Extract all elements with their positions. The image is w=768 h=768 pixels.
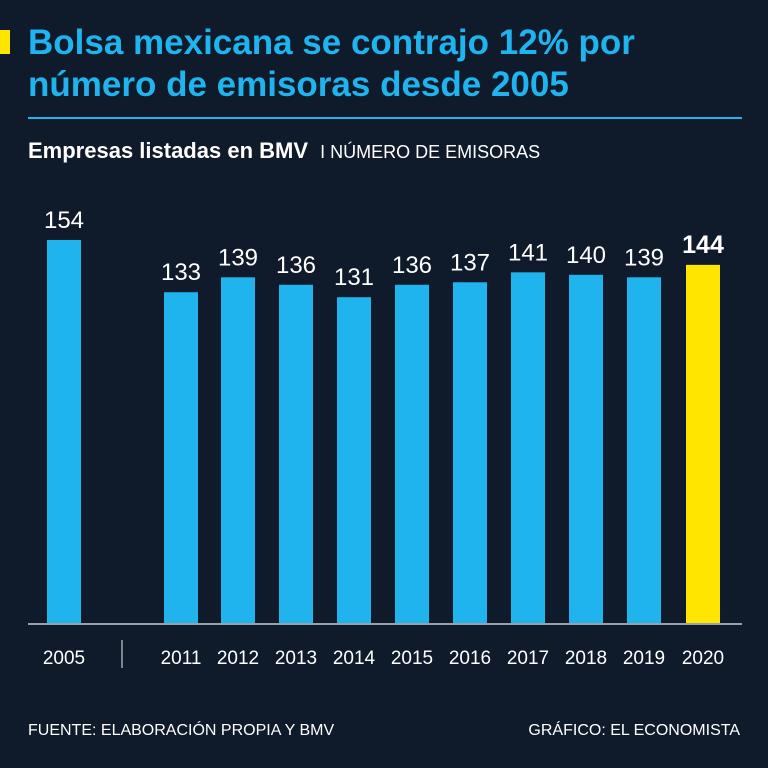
data-label-2012: 139 xyxy=(218,244,258,271)
data-label-2011: 133 xyxy=(161,259,201,286)
bar-2011 xyxy=(164,292,198,623)
subtitle-main: Empresas listadas en BMV xyxy=(28,138,309,163)
tick-label-2015: 2015 xyxy=(391,648,433,669)
bar-2020 xyxy=(686,264,720,623)
data-label-2013: 136 xyxy=(276,252,316,279)
tick-label-2014: 2014 xyxy=(333,648,376,669)
bar-2015 xyxy=(395,284,429,623)
tick-label-2019: 2019 xyxy=(623,648,665,669)
chart-subtitle: Empresas listadas en BMV I NÚMERO DE EMI… xyxy=(28,137,540,166)
data-label-2016: 137 xyxy=(450,249,490,276)
bar-2014 xyxy=(337,297,371,623)
data-label-2014: 131 xyxy=(334,264,374,291)
bar-2017 xyxy=(511,272,545,623)
bar-2018 xyxy=(569,274,603,623)
tick-label-2017: 2017 xyxy=(507,648,549,669)
bar-2019 xyxy=(627,277,661,623)
data-label-2017: 141 xyxy=(508,239,548,266)
data-label-2020: 144 xyxy=(682,231,724,259)
tick-label-2013: 2013 xyxy=(275,648,317,669)
title-divider xyxy=(28,117,742,119)
tick-label-2016: 2016 xyxy=(449,648,491,669)
tick-label-2018: 2018 xyxy=(565,648,607,669)
bar-2005 xyxy=(47,240,81,623)
bar-2013 xyxy=(279,284,313,623)
data-label-2005: 154 xyxy=(44,207,84,234)
tick-label-2020: 2020 xyxy=(682,648,724,669)
credit-note: GRÁFICO: EL ECONOMISTA xyxy=(528,722,740,739)
chart-title: Bolsa mexicana se contrajo 12% por númer… xyxy=(28,23,635,104)
tick-label-2012: 2012 xyxy=(217,648,259,669)
bar-2012 xyxy=(221,277,255,623)
subtitle-unit: I NÚMERO DE EMISORAS xyxy=(320,142,541,162)
tick-label-2011: 2011 xyxy=(161,648,202,669)
data-label-2018: 140 xyxy=(566,242,606,269)
title-accent-bar xyxy=(0,30,10,54)
source-note: FUENTE: ELABORACIÓN PROPIA Y BMV xyxy=(28,722,335,739)
data-label-2015: 136 xyxy=(392,252,432,279)
data-label-2019: 139 xyxy=(624,244,664,271)
bar-2016 xyxy=(453,282,487,623)
tick-label-2005: 2005 xyxy=(43,648,85,669)
